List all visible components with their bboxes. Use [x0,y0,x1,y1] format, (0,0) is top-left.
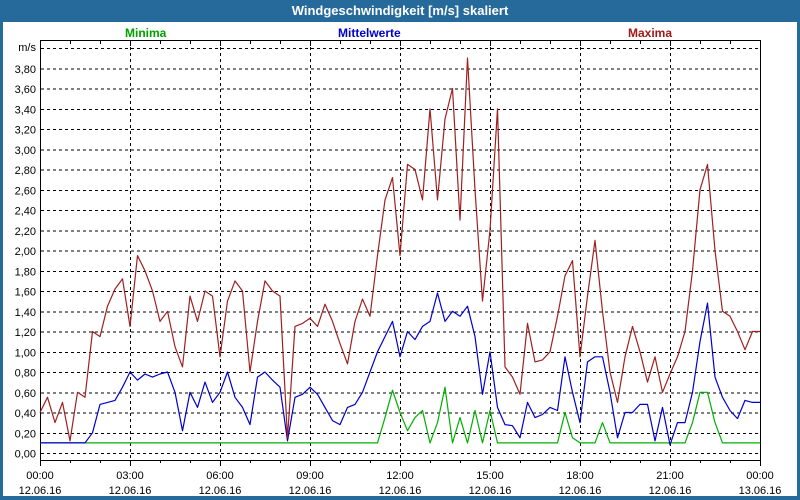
legend-item-maxima: Maxima [628,26,673,40]
x-tick-date: 12.06.16 [199,485,242,497]
window-border-bottom [0,496,800,500]
y-tick-label: 1,20 [15,327,36,339]
x-tick-time: 18:00 [566,470,594,482]
x-tick-date: 12.06.16 [649,485,692,497]
y-tick-label: 1,40 [15,307,36,319]
y-tick-label: 2,60 [15,185,36,197]
x-tick-date: 12.06.16 [19,485,62,497]
x-tick-date: 12.06.16 [379,485,422,497]
legend-item-minima: Minima [125,26,167,40]
legend-item-mittelwerte: Mittelwerte [338,26,401,40]
y-tick-label: 3,60 [15,84,36,96]
y-tick-label: 1,60 [15,287,36,299]
x-tick-time: 12:00 [386,470,414,482]
x-tick-date: 13.06.16 [739,485,782,497]
y-tick-label: 0,80 [15,368,36,380]
axis-labels: 0,00 0,20 0,40 0,60 0,80 1,00 1,20 1,40 1,60 1,80… [15,42,782,497]
x-tick-time: 06:00 [206,470,234,482]
x-tick-time: 03:00 [116,470,144,482]
series-mittelwerte-line [40,292,760,446]
chart-legend: Minima Mittelwerte Maxima [0,26,800,42]
series-maxima-line [39,57,760,442]
y-tick-label: 0,20 [15,428,36,440]
y-tick-label: 2,80 [15,165,36,177]
y-tick-label: 3,40 [15,104,36,116]
y-axis-unit: m/s [18,42,36,54]
y-tick-label: 1,00 [15,347,36,359]
x-tick-time: 15:00 [476,470,504,482]
y-tick-label: 3,00 [15,145,36,157]
window-title: Windgeschwindigkeit [m/s] skaliert [291,3,509,18]
y-tick-label: 0,40 [15,408,36,420]
y-tick-label: 2,00 [15,246,36,258]
x-tick-time: 00:00 [26,470,54,482]
plot-border [40,40,761,461]
x-tick-date: 12.06.16 [469,485,512,497]
y-tick-label: 0,60 [15,388,36,400]
x-tick-date: 12.06.16 [109,485,152,497]
y-tick-label: 3,20 [15,125,36,137]
x-tick-time: 09:00 [296,470,324,482]
x-tick-time: 00:00 [746,470,774,482]
window-title-bar: Windgeschwindigkeit [m/s] skaliert [0,0,800,22]
y-tick-label: 3,80 [15,64,36,76]
y-tick-label: 2,20 [15,226,36,238]
x-tick-date: 12.06.16 [559,485,602,497]
x-tick-time: 21:00 [656,470,684,482]
y-tick-label: 0,00 [15,449,36,461]
y-tick-label: 2,40 [15,206,36,218]
x-tick-date: 12.06.16 [289,485,332,497]
window-border-right [797,0,800,500]
series-minima-line [40,386,760,444]
window-border-left [0,0,3,500]
y-tick-label: 1,80 [15,266,36,278]
